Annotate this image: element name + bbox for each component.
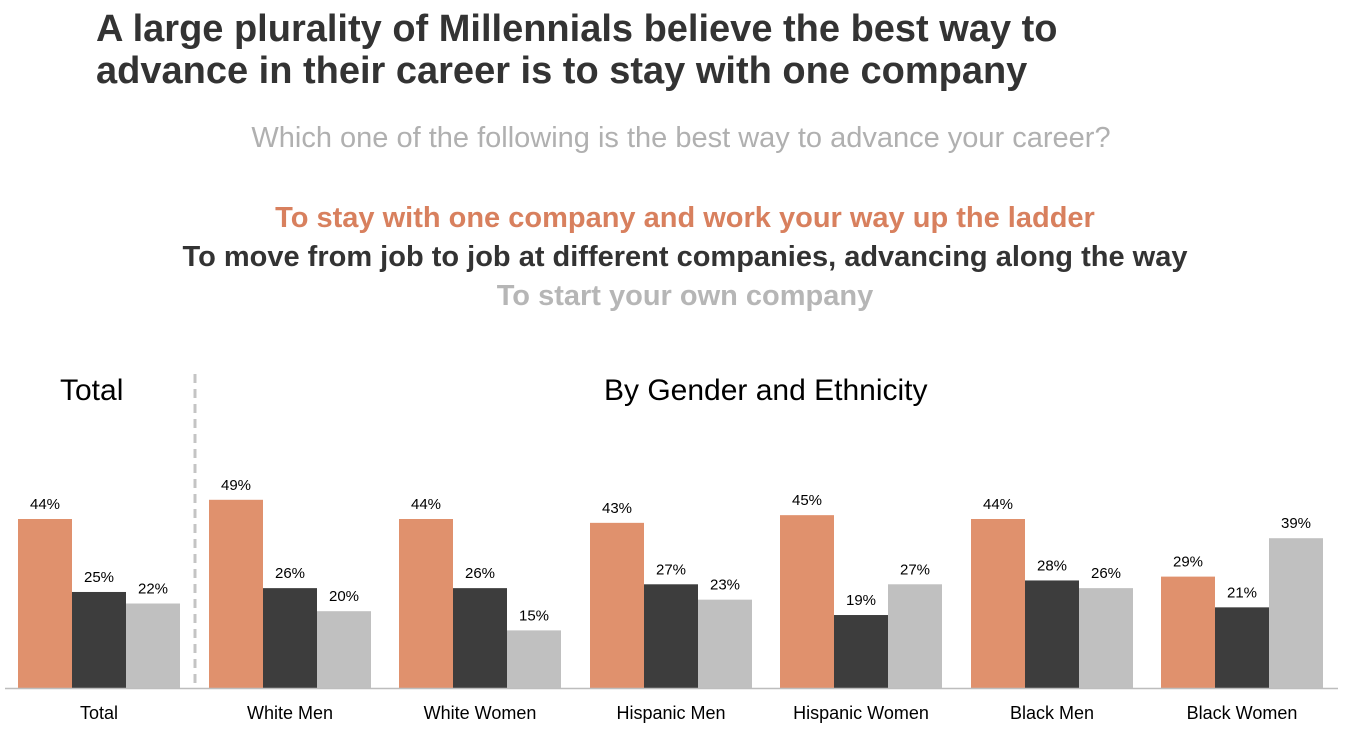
panel-label-total: Total [60,374,124,407]
bar-total-move [72,591,126,688]
title-line-2: advance in their career is to stay with … [96,50,1028,92]
bar-white-women-move [453,588,507,688]
bar-white-women-start-own [507,630,561,688]
title-line-1: A large plurality of Millennials believe… [96,8,1058,50]
chart-title: A large plurality of Millennials believe… [96,8,1296,92]
data-label-black-men-start-own: 26% [1091,565,1121,582]
data-label-black-men-stay: 44% [983,496,1013,513]
data-label-total-start-own: 22% [138,581,168,598]
bar-black-women-stay [1161,576,1215,688]
bar-hispanic-women-start-own [888,584,942,688]
x-tick-label-hispanic-men: Hispanic Men [616,703,725,723]
legend-entry-start-own: To start your own company [496,280,874,312]
bar-hispanic-men-stay [590,522,644,688]
x-tick-label-black-women: Black Women [1187,703,1298,723]
data-label-hispanic-men-stay: 43% [602,500,632,517]
data-label-black-women-stay: 29% [1173,554,1203,571]
bar-white-men-start-own [317,611,371,688]
bar-total-stay [18,519,72,688]
bar-total-start-own [126,603,180,688]
data-label-total-stay: 44% [30,496,60,513]
x-tick-label-total: Total [80,703,118,723]
bar-black-women-move [1215,607,1269,688]
data-label-white-women-move: 26% [465,565,495,582]
legend: To stay with one company and work your w… [0,199,1357,316]
x-tick-label-white-women: White Women [424,703,537,723]
bar-black-men-move [1025,580,1079,688]
data-label-black-men-move: 28% [1037,557,1067,574]
data-label-black-women-move: 21% [1227,584,1257,601]
x-tick-label-black-men: Black Men [1010,703,1094,723]
data-label-hispanic-women-stay: 45% [792,492,822,509]
bar-group-black-men: 44% 28% 26% Black Men [971,496,1133,723]
bar-black-men-start-own [1079,588,1133,688]
x-tick-label-white-men: White Men [247,703,333,723]
bar-white-men-stay [209,499,263,688]
bar-group-hispanic-men: 43% 27% 23% Hispanic Men [590,500,752,723]
bar-group-white-women: 44% 26% 15% White Women [399,496,561,723]
data-label-hispanic-women-move: 19% [846,592,876,609]
bar-hispanic-men-start-own [698,599,752,688]
bar-group-black-women: 29% 21% 39% Black Women [1161,515,1323,723]
x-tick-label-hispanic-women: Hispanic Women [793,703,929,723]
bar-hispanic-men-move [644,584,698,688]
data-label-white-men-start-own: 20% [329,588,359,605]
bar-group-white-men: 49% 26% 20% White Men [209,477,371,723]
data-label-hispanic-men-move: 27% [656,561,686,578]
data-label-total-move: 25% [84,569,114,586]
bar-group-total: 44% 25% 22% Total [18,496,180,723]
legend-entry-move: To move from job to job at different com… [182,241,1188,273]
survey-question: Which one of the following is the best w… [251,122,1111,154]
legend-entry-stay: To stay with one company and work your w… [275,202,1095,234]
data-label-black-women-start-own: 39% [1281,515,1311,532]
data-label-white-women-start-own: 15% [519,607,549,624]
bar-group-hispanic-women: 45% 19% 27% Hispanic Women [780,492,942,723]
panel-label-gender-ethnicity: By Gender and Ethnicity [604,374,928,407]
bar-hispanic-women-move [834,615,888,688]
bar-black-women-start-own [1269,538,1323,688]
data-label-white-men-move: 26% [275,565,305,582]
bar-hispanic-women-stay [780,515,834,688]
bar-white-men-move [263,588,317,688]
data-label-hispanic-women-start-own: 27% [900,561,930,578]
bar-black-men-stay [971,519,1025,688]
data-label-white-women-stay: 44% [411,496,441,513]
data-label-hispanic-men-start-own: 23% [710,577,740,594]
data-label-white-men-stay: 49% [221,477,251,494]
bar-white-women-stay [399,519,453,688]
